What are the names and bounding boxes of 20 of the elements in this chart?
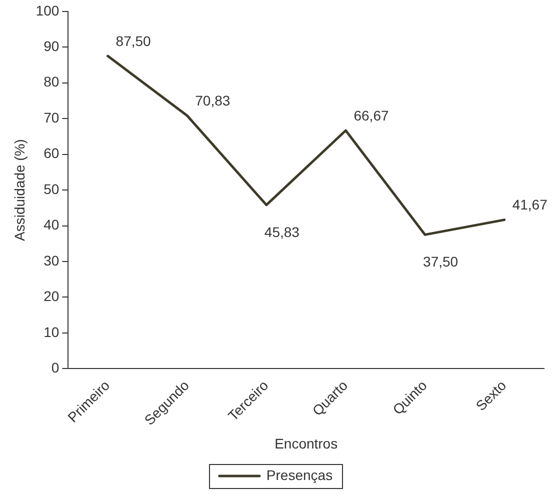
y-tick-label: 80 [44, 74, 60, 90]
data-label: 45,83 [264, 224, 300, 240]
y-tick-label: 40 [44, 216, 60, 233]
y-tick-label: 100 [36, 2, 60, 18]
y-tick-label: 0 [51, 360, 60, 376]
data-label: 70,83 [195, 92, 230, 108]
data-label: 87,50 [116, 32, 152, 49]
y-tick-label: 50 [44, 180, 60, 197]
legend-label: Presenças [266, 466, 333, 483]
y-tick-label: 20 [44, 288, 60, 304]
y-tick-label: 60 [44, 145, 60, 162]
y-tick-label: 30 [44, 252, 60, 268]
y-tick-label: 90 [44, 38, 60, 54]
data-label: 66,67 [354, 107, 389, 124]
y-tick-label: 70 [44, 109, 60, 126]
x-axis-title: Encontros [274, 435, 338, 452]
y-tick-label: 10 [44, 324, 60, 340]
y-axis-title: Assiduidade (%) [11, 139, 28, 242]
data-label: 41,67 [512, 196, 548, 213]
data-label: 37,50 [423, 254, 458, 270]
